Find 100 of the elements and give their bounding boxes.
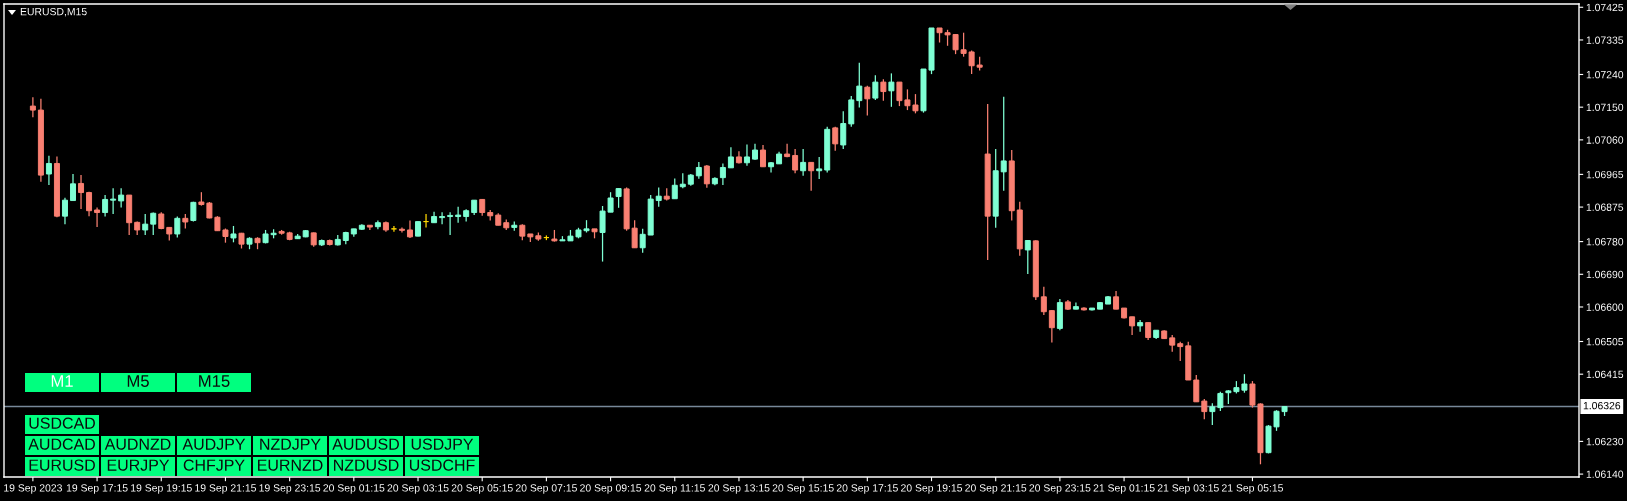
candlestick <box>61 197 68 225</box>
candlestick <box>1193 374 1200 403</box>
x-tick-label: 21 Sep 05:15 <box>1221 484 1283 494</box>
annotation: M15 <box>199 375 230 387</box>
candlestick <box>864 85 871 117</box>
x-tick-label: 20 Sep 13:15 <box>708 484 770 494</box>
candlestick <box>1000 96 1007 192</box>
annotation: AUDUSD <box>332 438 399 450</box>
candlestick <box>639 228 646 254</box>
candlestick <box>615 187 622 209</box>
y-tick-label: 1.06415 <box>1586 370 1624 379</box>
y-tick-label: 1.06505 <box>1586 337 1624 346</box>
y-tick-label: 1.06875 <box>1586 203 1624 211</box>
annotation: AUDNZD <box>104 438 171 450</box>
annotation: AUDCAD <box>28 438 95 450</box>
annotation: USDJPY <box>411 438 474 450</box>
ref-line-label: 1.06326 <box>1583 401 1621 410</box>
candlestick <box>743 143 750 167</box>
x-tick-label: 20 Sep 07:15 <box>515 484 577 494</box>
x-tick-label: 19 Sep 23:15 <box>259 484 321 494</box>
candlestick <box>86 191 93 217</box>
candlestick <box>174 215 181 239</box>
x-tick-label: 19 Sep 17:15 <box>66 484 128 494</box>
x-tick-label: 20 Sep 23:15 <box>1029 484 1091 494</box>
annotation: USDCHF <box>409 459 475 471</box>
candlestick <box>142 213 149 236</box>
candlestick <box>390 225 397 233</box>
candlestick <box>784 143 791 158</box>
candlestick <box>1129 316 1136 336</box>
candlestick <box>856 62 863 109</box>
x-tick-label: 20 Sep 11:15 <box>644 484 705 494</box>
x-tick-label: 21 Sep 03:15 <box>1157 484 1219 494</box>
candlestick <box>792 148 799 174</box>
candlestick <box>447 211 454 236</box>
candlestick <box>888 72 895 108</box>
candlestick <box>1209 402 1216 426</box>
candlestick <box>816 156 823 180</box>
candlestick <box>808 161 815 192</box>
candlestick <box>848 95 855 128</box>
x-tick-label: 20 Sep 21:15 <box>965 484 1027 494</box>
candlestick <box>118 187 125 209</box>
x-tick-label: 20 Sep 03:15 <box>387 484 449 494</box>
y-tick-label: 1.06965 <box>1586 170 1624 179</box>
annotation: EURJPY <box>107 459 170 471</box>
x-tick-label: 19 Sep 2023 <box>4 484 62 494</box>
annotation: USDCAD <box>29 417 95 429</box>
candlestick <box>110 187 117 215</box>
y-tick-label: 1.06140 <box>1586 470 1624 478</box>
candlestick <box>671 177 678 200</box>
candlestick <box>78 174 85 210</box>
x-tick-label: 19 Sep 19:15 <box>131 484 192 494</box>
x-tick-label: 20 Sep 19:15 <box>901 484 963 494</box>
candlestick <box>840 110 847 150</box>
x-tick-label: 20 Sep 17:15 <box>836 484 898 494</box>
x-tick-label: 21 Sep 01:15 <box>1093 484 1155 494</box>
annotation: M5 <box>127 375 149 387</box>
x-tick-label: 20 Sep 09:15 <box>580 484 642 494</box>
annotation: M1 <box>51 375 73 387</box>
x-tick-label: 20 Sep 01:15 <box>323 484 385 494</box>
candlestick <box>1217 391 1224 412</box>
candlestick <box>1113 290 1120 310</box>
candlestick <box>1177 341 1184 362</box>
y-tick-label: 1.06600 <box>1586 303 1624 311</box>
y-tick-label: 1.06780 <box>1586 238 1624 246</box>
annotation: EURUSD <box>29 459 95 471</box>
candlestick <box>760 144 767 168</box>
annotation: NZDJPY <box>260 438 321 450</box>
y-tick-label: 1.07425 <box>1586 3 1624 12</box>
candlestick <box>398 226 405 234</box>
x-tick-label: 20 Sep 05:15 <box>451 484 513 494</box>
y-tick-label: 1.07240 <box>1586 70 1624 79</box>
candlestick <box>45 155 52 186</box>
x-tick-label: 19 Sep 21:15 <box>195 484 256 494</box>
y-tick-label: 1.07060 <box>1586 136 1624 144</box>
candlestick <box>1048 309 1055 344</box>
candlestick <box>800 148 807 177</box>
candlestick <box>768 161 775 174</box>
y-tick-label: 1.07335 <box>1586 36 1624 44</box>
candlestick <box>102 194 109 218</box>
candlestick <box>455 206 462 224</box>
annotation: AUDJPY <box>182 438 246 450</box>
chart-title: EURUSD,M15 <box>20 7 87 17</box>
candlestick <box>1024 239 1031 275</box>
candlestick <box>94 206 101 228</box>
candlestick <box>439 211 446 225</box>
candlestick <box>655 186 662 208</box>
annotation: CHFJPY <box>183 459 245 471</box>
annotation: EURNZD <box>258 459 323 471</box>
annotation: NZDUSD <box>334 459 399 471</box>
y-tick-label: 1.06230 <box>1586 437 1624 446</box>
candlestick <box>1137 319 1144 333</box>
candlestick <box>70 173 76 202</box>
candlestick <box>719 162 726 186</box>
candlestick <box>1201 398 1208 420</box>
candlestick <box>29 96 36 118</box>
candlestick <box>880 78 887 102</box>
x-tick-label: 20 Sep 15:15 <box>772 484 834 494</box>
candlestick <box>872 74 879 101</box>
candlestick <box>1040 286 1047 316</box>
y-tick-label: 1.06690 <box>1586 270 1624 279</box>
